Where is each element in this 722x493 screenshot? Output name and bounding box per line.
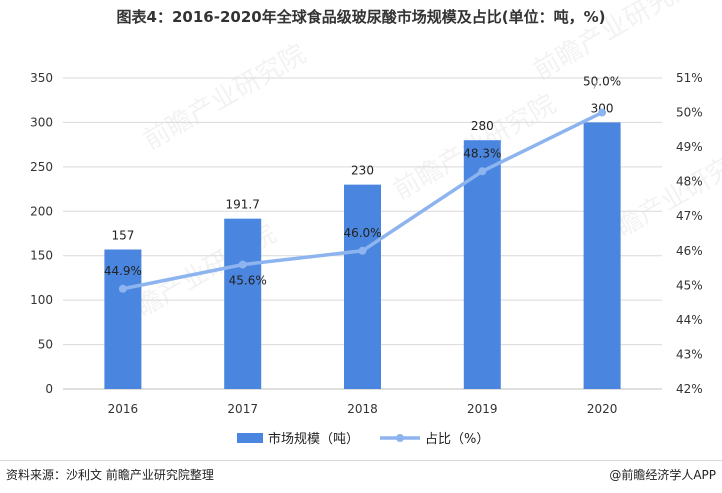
watermark-text: 前瞻产业研究院 [139, 39, 312, 156]
share-value-label: 46.0% [343, 226, 381, 240]
right-tick-label: 42% [676, 382, 703, 396]
right-tick-label: 43% [676, 347, 703, 361]
brand-credit: @前瞻经济学人APP [609, 468, 716, 482]
legend-line-marker [396, 434, 404, 442]
bar-2018 [344, 184, 381, 389]
x-tick-label: 2016 [108, 402, 139, 416]
right-tick-label: 47% [676, 209, 703, 223]
share-point-2020 [598, 108, 607, 117]
x-tick-label: 2019 [467, 402, 498, 416]
bar-2020 [583, 122, 621, 389]
right-tick-label: 46% [676, 244, 703, 258]
left-axis-ticks: 0 50 100 150 200 250 300 350 [30, 71, 53, 396]
right-tick-label: 44% [676, 313, 703, 327]
bar-value-label: 230 [351, 164, 374, 178]
right-tick-label: 49% [676, 140, 703, 154]
bar-2017 [224, 218, 262, 389]
right-tick-label: 48% [676, 175, 703, 189]
left-tick-label: 350 [30, 71, 53, 85]
share-point-2018 [358, 246, 367, 255]
x-tick-label: 2018 [347, 402, 378, 416]
right-tick-label: 45% [676, 278, 703, 292]
bar-value-label: 300 [591, 101, 614, 115]
source-note: 资料来源：沙利文 前瞻产业研究院整理 [6, 468, 214, 482]
share-point-2016 [118, 284, 127, 293]
share-point-2019 [478, 167, 487, 176]
x-tick-label: 2017 [227, 402, 258, 416]
share-point-2017 [238, 260, 247, 269]
share-value-label: 50.0% [583, 75, 621, 89]
line-series: 44.9% 45.6% 46.0% 48.3% 50.0% [104, 75, 621, 293]
share-value-label: 44.9% [104, 264, 142, 278]
left-tick-label: 0 [45, 382, 53, 396]
legend-line-label: 占比（%） [425, 432, 489, 447]
left-tick-label: 300 [30, 115, 53, 129]
chart-title: 图表4：2016-2020年全球食品级玻尿酸市场规模及占比(单位：吨，%) [116, 8, 606, 26]
footer-divider [0, 460, 722, 461]
bar-value-label: 157 [111, 228, 134, 242]
left-tick-label: 50 [38, 338, 53, 352]
legend: 市场规模（吨） 占比（%） [237, 431, 489, 447]
x-axis-labels: 2016 2017 2018 2019 2020 [108, 402, 618, 416]
left-tick-label: 150 [30, 249, 53, 263]
bar-2019 [463, 140, 501, 389]
bar-value-label: 280 [471, 119, 494, 133]
left-tick-label: 200 [30, 204, 53, 218]
label-leader-line [593, 78, 599, 89]
legend-bar-label: 市场规模（吨） [268, 431, 359, 447]
left-tick-label: 100 [30, 293, 53, 307]
left-tick-label: 250 [30, 160, 53, 174]
legend-bar-swatch [237, 433, 263, 443]
bar-series: 157 191.7 230 280 300 [104, 101, 621, 389]
watermark-group: 前瞻产业研究院前瞻产业研究院前瞻产业研究院前瞻产业研究院前瞻产业研究院 [109, 0, 722, 336]
x-tick-label: 2020 [587, 402, 618, 416]
right-tick-label: 50% [676, 106, 703, 120]
share-value-label: 45.6% [229, 274, 267, 288]
right-axis-ticks: 42% 43% 44% 45% 46% 47% 48% 49% 50% 51% [676, 71, 703, 396]
bar-value-label: 191.7 [226, 198, 260, 212]
share-value-label: 48.3% [463, 146, 501, 160]
right-tick-label: 51% [676, 71, 703, 85]
bar-2016 [104, 249, 142, 389]
